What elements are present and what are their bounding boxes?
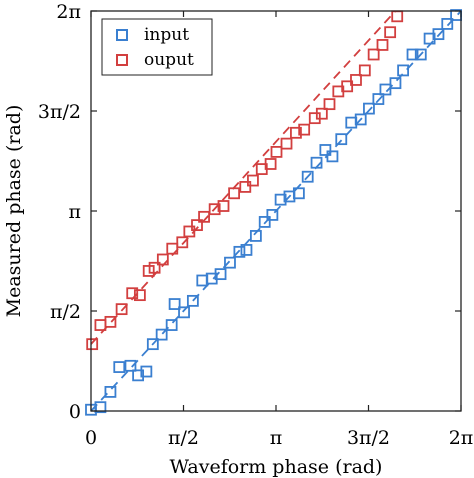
data-point-ouput (341, 80, 354, 93)
x-tick-label: 2π (449, 427, 474, 449)
data-point-ouput (148, 261, 161, 274)
series-ouput (86, 10, 404, 351)
data-point-ouput (323, 98, 336, 111)
data-point-input (266, 209, 279, 221)
data-point-ouput (86, 338, 99, 351)
data-point-ouput (376, 39, 389, 51)
data-point-ouput (104, 315, 117, 328)
data-point-input (345, 116, 358, 129)
data-point-input (319, 144, 332, 156)
data-point-ouput (350, 74, 362, 86)
data-point-input (186, 294, 199, 307)
data-point-ouput (384, 26, 397, 39)
data-point-ouput (94, 319, 107, 331)
data-point-input (196, 274, 209, 287)
data-point-ouput (228, 187, 240, 200)
data-point-input (104, 386, 117, 398)
data-point-input (397, 64, 410, 77)
data-point-ouput (133, 289, 146, 302)
data-point-input (363, 102, 375, 115)
data-point-input (233, 245, 246, 258)
data-point-input (249, 230, 262, 242)
y-tick-label: π/2 (50, 301, 81, 323)
x-tick-label: 0 (85, 427, 97, 449)
data-point-input (165, 319, 178, 331)
data-point-ouput (264, 158, 277, 170)
legend-marker-output (116, 54, 128, 66)
legend: input ouput (101, 18, 213, 76)
data-point-input (354, 113, 367, 126)
data-point-ouput (270, 145, 283, 158)
data-point-input (155, 328, 168, 341)
y-tick-label: 2π (56, 1, 81, 23)
data-point-ouput (156, 253, 169, 266)
data-point-ouput (247, 174, 259, 187)
data-point-input (178, 306, 190, 319)
data-point-ouput (176, 236, 189, 249)
legend-marker-input (116, 29, 128, 41)
y-tick-label: 0 (69, 401, 81, 423)
y-tick-label: π (69, 201, 82, 223)
data-point-input (113, 361, 126, 373)
data-point-input (240, 244, 253, 256)
x-axis-label: Waveform phase (rad) (170, 456, 383, 478)
x-tick-label: π/2 (168, 427, 199, 449)
data-point-ouput (126, 287, 139, 300)
x-tick-label: 3π/2 (347, 427, 390, 449)
y-axis-label: Measured phase (rad) (3, 105, 25, 318)
data-point-ouput (239, 181, 252, 193)
data-point-ouput (191, 219, 203, 232)
data-point-ouput (290, 126, 302, 139)
data-point-input (301, 170, 314, 183)
data-point-input (292, 187, 305, 200)
data-point-ouput (198, 210, 210, 223)
data-point-input (168, 298, 181, 310)
y-tick-label: 3π/2 (38, 101, 81, 123)
data-point-input (326, 150, 339, 163)
data-point-ouput (358, 64, 371, 77)
data-point-ouput (217, 200, 230, 212)
data-point-input (414, 48, 427, 61)
data-point-ouput (183, 225, 196, 238)
data-point-input (124, 359, 137, 372)
data-point-ouput (315, 107, 328, 120)
data-point-ouput (115, 303, 128, 316)
data-point-ouput (280, 137, 293, 150)
ticks-layer: 0 π/2 π 3π/2 2π 0 π/2 π 3π/2 2π (38, 1, 473, 449)
data-point-input (310, 156, 323, 169)
data-point-ouput (208, 203, 221, 216)
data-point-input (379, 83, 392, 96)
data-point-input (441, 18, 454, 30)
x-tick-label: π (270, 427, 283, 449)
data-point-input (94, 401, 107, 414)
data-point-input (258, 216, 271, 228)
data-point-ouput (367, 48, 380, 61)
fit-line-ouput (90, 10, 397, 345)
legend-label-input: input (144, 25, 189, 45)
data-point-ouput (166, 242, 179, 255)
data-point-input (432, 28, 445, 41)
data-point-input (335, 133, 348, 146)
legend-label-output: ouput (144, 50, 194, 70)
data-point-ouput (298, 123, 311, 136)
data-point-input (274, 193, 287, 206)
data-point-input (224, 256, 236, 269)
series-input (85, 9, 463, 416)
data-point-input (132, 369, 145, 382)
data-point-input (389, 77, 402, 90)
series-layer (85, 9, 463, 416)
data-point-input (372, 93, 385, 105)
data-point-ouput (391, 10, 404, 23)
data-point-input (406, 48, 419, 61)
data-point-input (140, 365, 153, 378)
data-point-input (214, 268, 227, 281)
data-point-input (146, 338, 159, 351)
